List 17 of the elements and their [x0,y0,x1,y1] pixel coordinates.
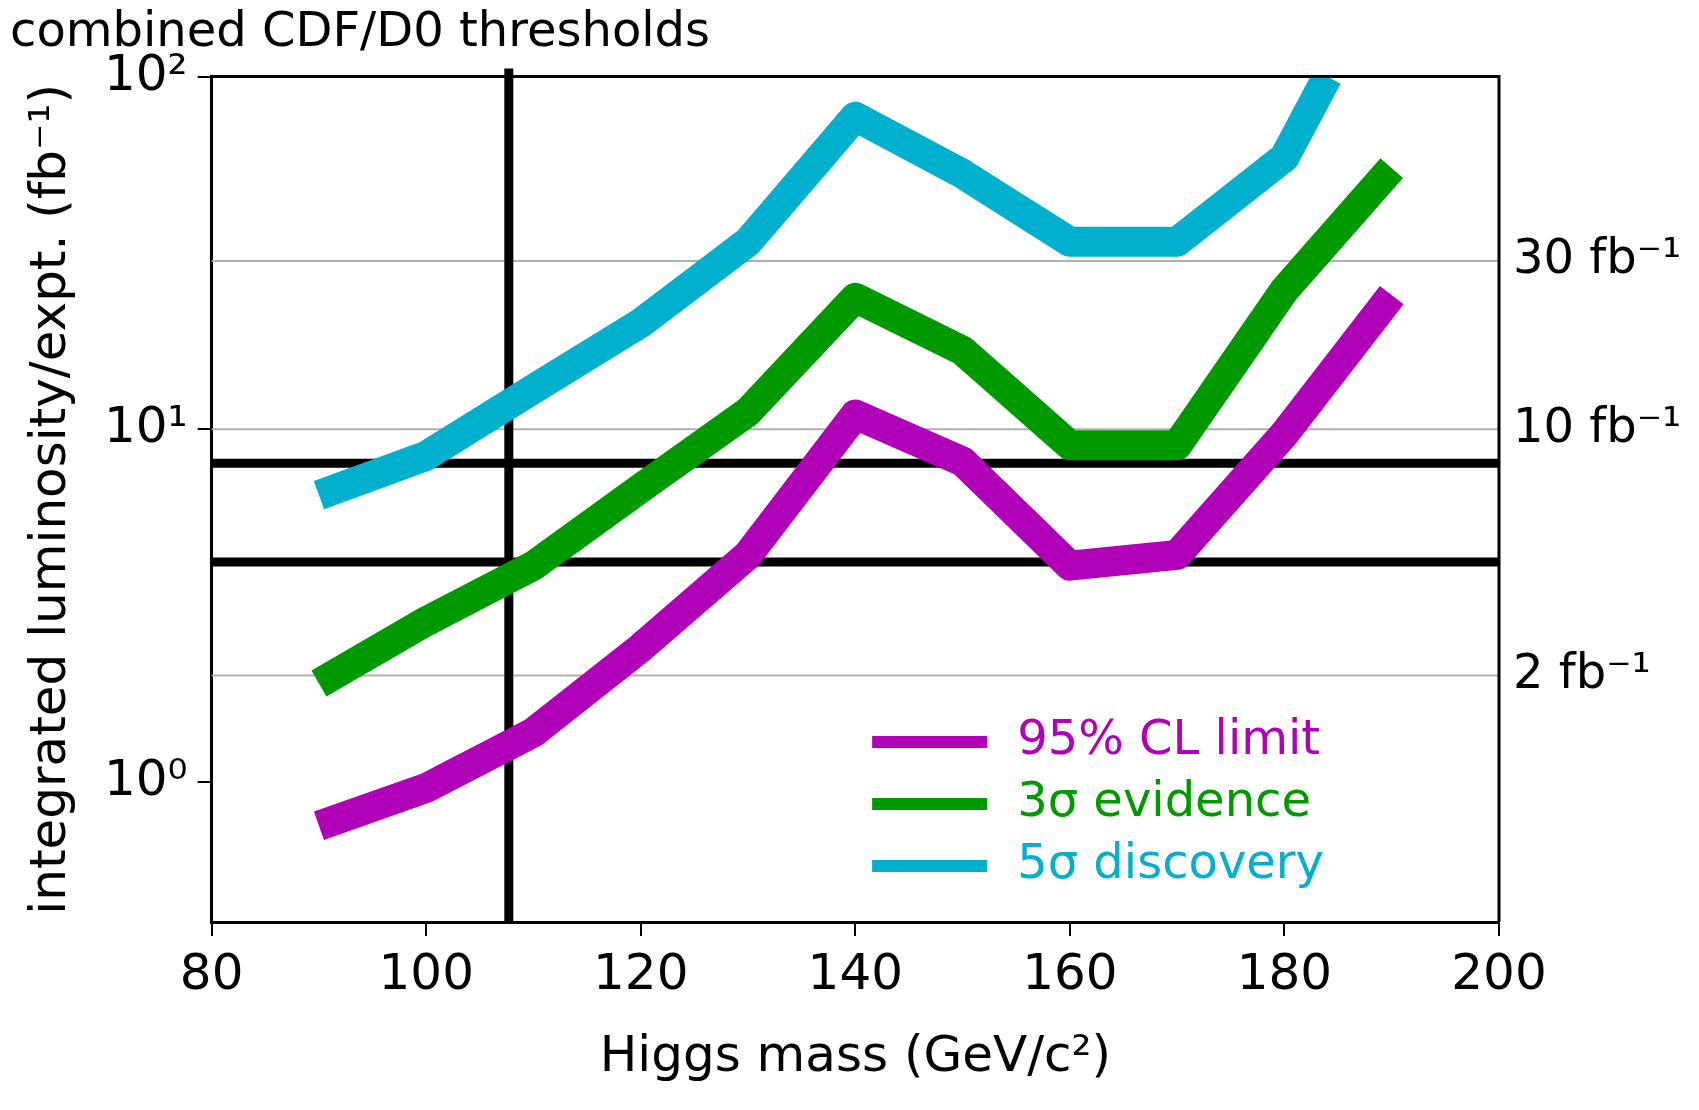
y-tick-label: 10⁰ [104,748,188,807]
y-axis-title: integrated luminosity/expt. (fb⁻¹) [18,83,77,915]
y-tick-label: 10¹ [104,396,188,455]
ref-line-label: 2 fb⁻¹ [1513,643,1651,700]
legend-label: 95% CL limit [1017,709,1321,766]
ref-line-label: 30 fb⁻¹ [1513,228,1682,285]
x-tick-label: 80 [179,942,244,1001]
x-tick-label: 160 [1022,942,1118,1001]
x-tick-label: 200 [1451,942,1547,1001]
x-axis-title: Higgs mass (GeV/c²) [599,1024,1112,1083]
x-tick-label: 140 [807,942,904,1001]
legend-label: 3σ evidence [1017,771,1311,828]
ref-line-label: 10 fb⁻¹ [1513,396,1682,453]
x-tick-label: 180 [1236,942,1333,1001]
legend-label: 5σ discovery [1017,833,1325,890]
x-tick-label: 100 [378,942,474,1001]
x-tick-label: 120 [593,942,689,1001]
